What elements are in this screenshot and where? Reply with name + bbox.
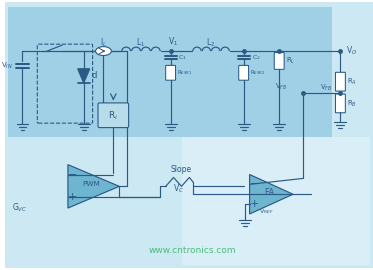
Text: V$_1$: V$_1$: [169, 36, 179, 48]
Text: V$_{FB}$: V$_{FB}$: [320, 83, 332, 93]
FancyBboxPatch shape: [335, 72, 345, 91]
FancyBboxPatch shape: [98, 103, 129, 128]
FancyBboxPatch shape: [166, 65, 176, 80]
Ellipse shape: [95, 47, 112, 56]
Text: R$_B$: R$_B$: [347, 98, 357, 109]
Text: R$_A$: R$_A$: [347, 77, 357, 87]
FancyBboxPatch shape: [239, 65, 248, 80]
Text: R$_i$: R$_i$: [108, 109, 118, 122]
Text: V$_{IN}$: V$_{IN}$: [1, 61, 13, 71]
Text: G$_{VC}$: G$_{VC}$: [12, 202, 27, 214]
Text: d: d: [92, 71, 97, 80]
Text: V$_{FB}$: V$_{FB}$: [275, 82, 287, 92]
Text: C$_2$: C$_2$: [251, 53, 260, 62]
FancyBboxPatch shape: [8, 7, 332, 137]
Text: R$_{ESR2}$: R$_{ESR2}$: [250, 68, 266, 77]
Text: R$_{ESR1}$: R$_{ESR1}$: [177, 68, 192, 77]
Polygon shape: [68, 165, 119, 208]
Text: L$_2$: L$_2$: [207, 37, 216, 49]
FancyBboxPatch shape: [182, 137, 370, 265]
Text: −: −: [68, 170, 78, 180]
FancyBboxPatch shape: [274, 53, 284, 69]
Text: R$_L$: R$_L$: [286, 56, 295, 66]
Text: V$_{REF}$: V$_{REF}$: [260, 208, 274, 217]
Text: www.cntronics.com: www.cntronics.com: [148, 246, 236, 255]
Text: C$_1$: C$_1$: [179, 53, 187, 62]
Text: PWM: PWM: [83, 181, 100, 187]
Text: I$_L$: I$_L$: [100, 37, 107, 49]
Polygon shape: [78, 69, 90, 83]
FancyBboxPatch shape: [335, 94, 345, 113]
Text: V$_O$: V$_O$: [347, 45, 358, 57]
Text: EA: EA: [264, 188, 274, 197]
Text: Slope: Slope: [171, 165, 192, 174]
Text: V$_C$: V$_C$: [173, 182, 184, 195]
Text: +: +: [250, 199, 259, 209]
Polygon shape: [250, 174, 293, 214]
Text: +: +: [68, 192, 78, 202]
Text: −: −: [250, 179, 259, 189]
Text: L$_1$: L$_1$: [137, 37, 145, 49]
